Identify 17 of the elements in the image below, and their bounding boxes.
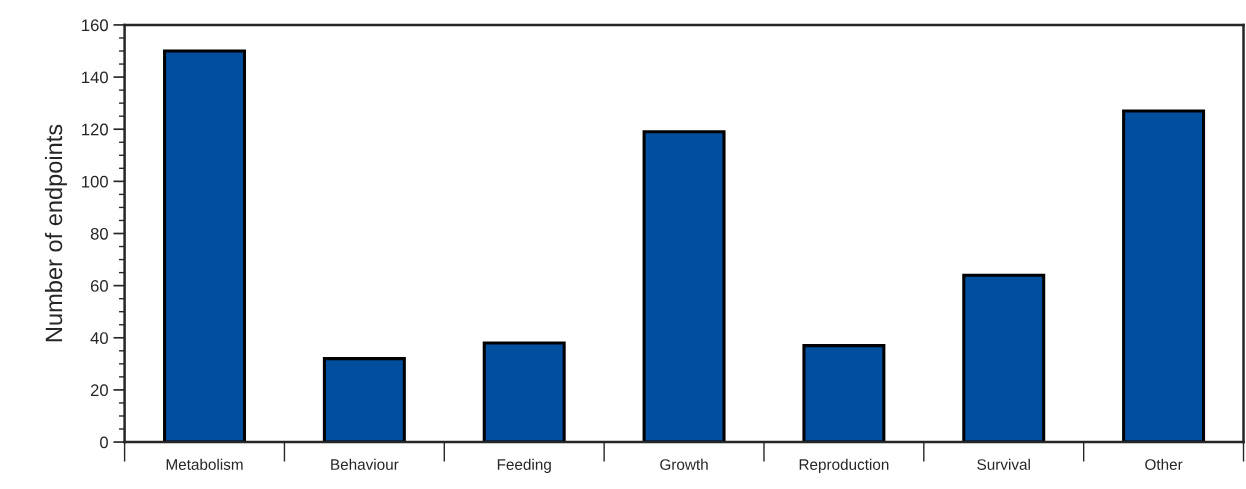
x-tick-label: Survival — [977, 458, 1030, 470]
y-tick-label: 0 — [100, 436, 108, 449]
y-tick-label: 80 — [90, 227, 108, 240]
x-tick-label: Feeding — [497, 458, 551, 473]
y-tick-label: 120 — [82, 123, 108, 136]
y-tick-label: 60 — [90, 280, 108, 292]
x-tick-label: Behaviour — [331, 458, 399, 470]
y-tick-label: 20 — [90, 384, 108, 397]
x-tick-label: Reproduction — [799, 458, 889, 473]
y-tick-label: 40 — [90, 332, 108, 344]
y-axis-title: Number of endpoints — [44, 124, 67, 342]
x-tick-label: Growth — [660, 458, 708, 470]
y-tick-label: 160 — [82, 19, 108, 32]
x-tick-label: Other — [1145, 458, 1183, 470]
y-tick-label: 140 — [82, 71, 108, 84]
x-tick-label: Metabolism — [166, 458, 243, 470]
y-tick-label: 100 — [82, 175, 108, 188]
